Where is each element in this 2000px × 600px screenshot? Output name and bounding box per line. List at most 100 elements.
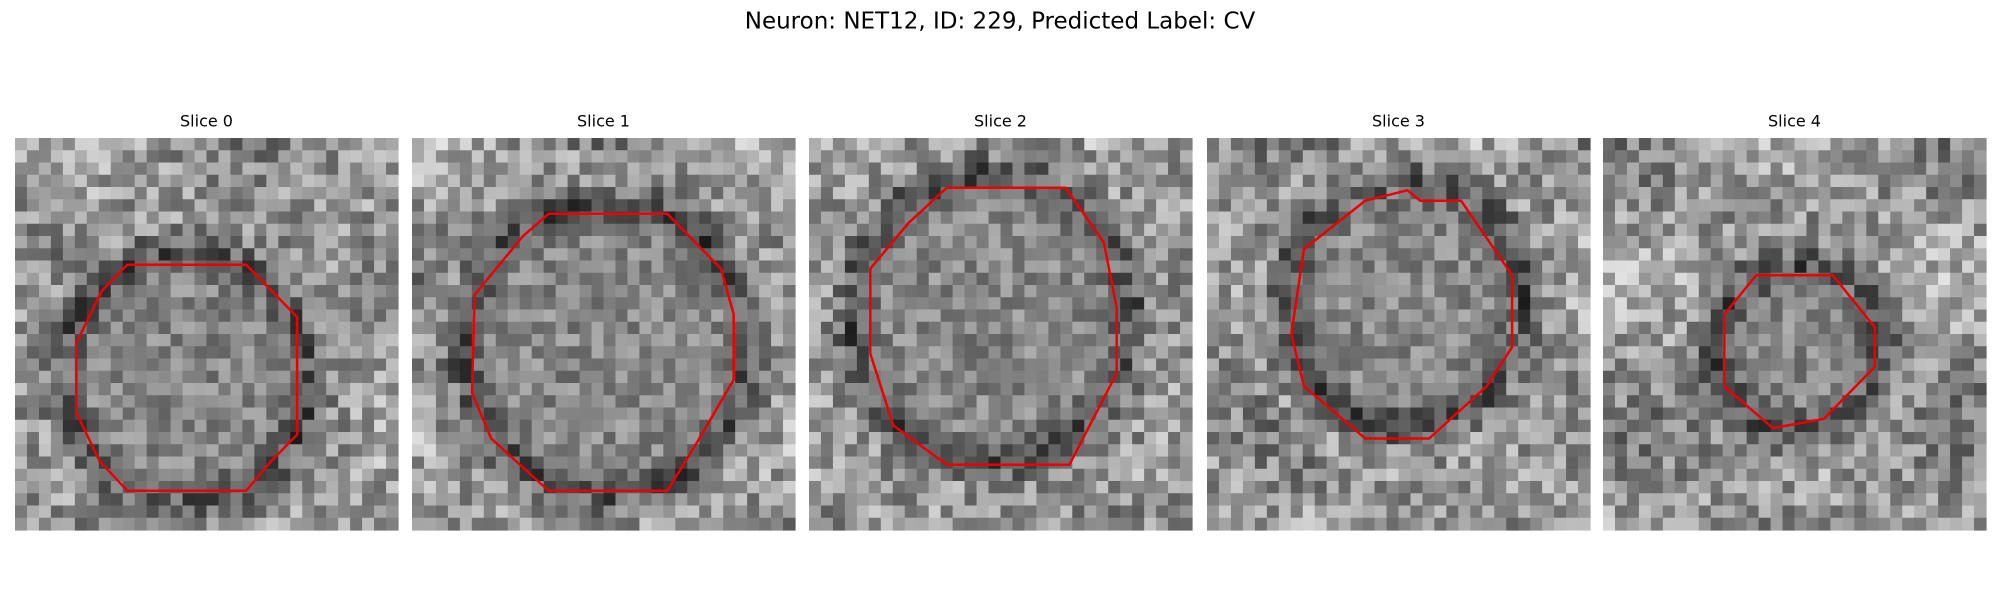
pixel <box>844 481 858 494</box>
pixel <box>1938 334 1951 347</box>
pixel <box>326 187 339 200</box>
pixel <box>783 346 796 360</box>
pixel <box>122 162 136 176</box>
pixel <box>663 138 676 151</box>
pixel <box>1566 162 1579 176</box>
pixel <box>1338 444 1352 458</box>
pixel <box>1518 162 1531 176</box>
pixel <box>639 346 652 360</box>
pixel <box>1254 199 1268 213</box>
pixel <box>1950 395 1963 409</box>
pixel <box>1710 260 1724 274</box>
pixel <box>759 419 772 433</box>
pixel <box>435 162 449 176</box>
pixel <box>170 211 184 225</box>
pixel <box>471 493 485 507</box>
pixel <box>266 150 279 164</box>
pixel <box>675 334 688 347</box>
pixel <box>1734 297 1748 311</box>
pixel <box>1530 211 1543 225</box>
pixel <box>1638 456 1652 470</box>
pixel <box>182 297 196 311</box>
pixel <box>230 456 244 470</box>
pixel <box>230 505 244 519</box>
pixel <box>1470 162 1483 176</box>
pixel <box>495 346 509 360</box>
pixel <box>1854 174 1867 188</box>
pixel <box>459 468 473 482</box>
pixel <box>435 456 449 470</box>
pixel <box>218 309 232 323</box>
pixel <box>1410 444 1424 458</box>
pixel <box>892 138 906 151</box>
pixel <box>1914 211 1927 225</box>
pixel <box>1698 223 1712 237</box>
pixel <box>940 419 954 433</box>
pixel <box>928 309 942 323</box>
pixel <box>314 321 327 335</box>
pixel <box>459 395 473 409</box>
pixel <box>1168 432 1181 445</box>
pixel <box>1578 211 1591 225</box>
pixel <box>266 493 279 507</box>
pixel <box>1518 272 1531 286</box>
pixel <box>1626 285 1640 298</box>
pixel <box>555 187 569 200</box>
pixel <box>1686 236 1700 249</box>
pixel <box>579 334 593 347</box>
pixel <box>976 150 990 164</box>
pixel <box>122 321 136 335</box>
pixel <box>1818 211 1832 225</box>
pixel <box>1782 187 1796 200</box>
pixel <box>266 456 279 470</box>
pixel <box>1578 456 1591 470</box>
pixel <box>15 419 28 433</box>
pixel <box>639 370 652 384</box>
pixel <box>627 358 641 372</box>
pixel <box>1012 383 1026 396</box>
pixel <box>194 211 208 225</box>
pixel <box>435 285 449 298</box>
pixel <box>1554 321 1567 335</box>
pixel <box>567 517 581 531</box>
pixel <box>1338 150 1352 164</box>
pixel <box>447 285 461 298</box>
pixel <box>182 162 196 176</box>
pixel <box>1410 297 1424 311</box>
pixel <box>1422 297 1436 311</box>
pixel <box>182 223 196 237</box>
pixel <box>1770 236 1784 249</box>
pixel <box>98 370 112 384</box>
pixel <box>988 260 1002 274</box>
pixel <box>892 481 906 494</box>
pixel <box>1278 236 1292 249</box>
pixel <box>158 236 172 249</box>
pixel <box>302 174 315 188</box>
pixel <box>1758 334 1772 347</box>
pixel <box>182 138 196 151</box>
pixel <box>1036 456 1049 470</box>
pixel <box>1914 444 1927 458</box>
pixel <box>1410 493 1424 507</box>
pixel <box>1890 248 1903 262</box>
pixel <box>1614 260 1628 274</box>
pixel <box>1230 358 1244 372</box>
pixel <box>783 395 796 409</box>
pixel <box>86 272 100 286</box>
pixel <box>278 505 291 519</box>
pixel <box>1218 395 1232 409</box>
pixel <box>170 138 184 151</box>
pixel <box>326 236 339 249</box>
pixel <box>266 309 279 323</box>
pixel <box>230 444 244 458</box>
pixel <box>1902 211 1915 225</box>
pixel <box>976 456 990 470</box>
pixel <box>940 236 954 249</box>
pixel <box>809 248 822 262</box>
pixel <box>1242 309 1256 323</box>
pixel <box>134 383 148 396</box>
pixel <box>988 321 1002 335</box>
pixel <box>904 493 918 507</box>
pixel <box>182 248 196 262</box>
pixel <box>1794 334 1808 347</box>
